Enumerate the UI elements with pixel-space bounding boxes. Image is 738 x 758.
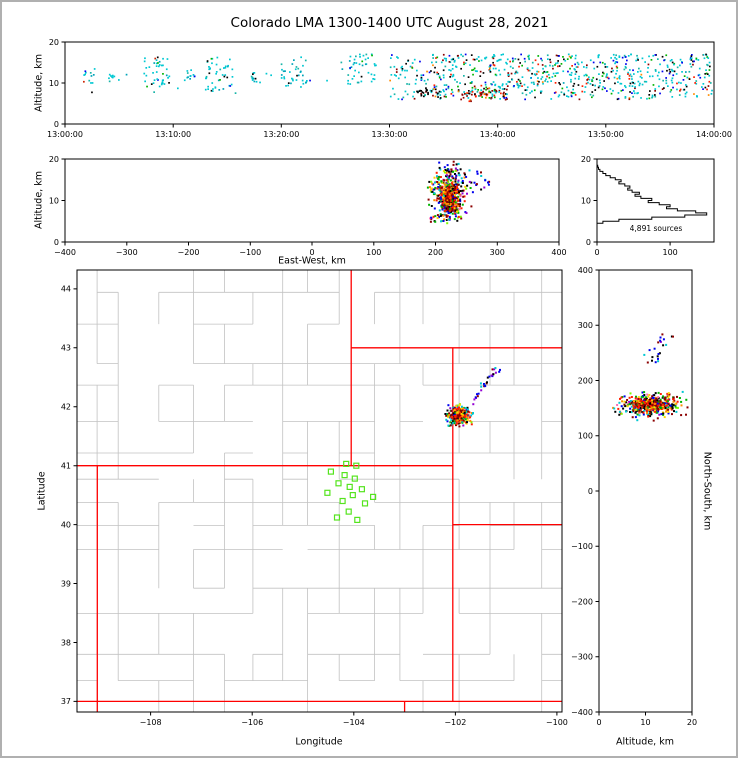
svg-text:10: 10: [581, 196, 591, 205]
svg-text:38: 38: [61, 638, 71, 647]
svg-text:13:10:00: 13:10:00: [155, 130, 191, 139]
svg-text:40: 40: [61, 520, 71, 529]
svg-text:13:30:00: 13:30:00: [372, 130, 408, 139]
time-panel-ylabel: Altitude, km: [33, 54, 45, 112]
svg-text:200: 200: [428, 248, 443, 257]
svg-text:−104: −104: [343, 718, 365, 727]
svg-text:0: 0: [594, 248, 599, 257]
panel-map: −108 −106 −104 −102 −100 37 38 39 40 41 42 43 44: [61, 269, 568, 727]
svg-text:400: 400: [578, 266, 593, 275]
svg-text:20: 20: [581, 155, 591, 164]
lma-station-markers: [324, 460, 377, 524]
svg-text:−108: −108: [140, 718, 162, 727]
figure-title: Colorado LMA 1300-1400 UTC August 28, 20…: [230, 15, 549, 31]
svg-text:13:40:00: 13:40:00: [480, 130, 516, 139]
ns-panel-ylabel: North-South, km: [701, 451, 713, 531]
svg-text:0: 0: [54, 238, 59, 247]
svg-text:41: 41: [61, 461, 71, 470]
ew-panel-ylabel: Altitude, km: [33, 171, 45, 229]
panel-ns_height: 0 10 20 400 300 200 100 0 −100 −200 −300 −400: [571, 266, 697, 727]
county-borders: [77, 270, 562, 712]
svg-text:−300: −300: [571, 653, 593, 662]
ns-panel-xlabel: Altitude, km: [616, 736, 674, 748]
svg-text:0: 0: [588, 487, 593, 496]
svg-text:100: 100: [578, 432, 593, 441]
svg-text:−400: −400: [571, 708, 593, 717]
svg-text:10: 10: [49, 79, 59, 88]
svg-text:14:00:00: 14:00:00: [696, 130, 732, 139]
svg-text:400: 400: [551, 248, 566, 257]
svg-text:13:00:00: 13:00:00: [47, 130, 83, 139]
svg-text:−100: −100: [239, 248, 261, 257]
ew-panel-xlabel: East-West, km: [278, 255, 346, 267]
svg-text:20: 20: [687, 718, 697, 727]
svg-text:43: 43: [61, 344, 71, 353]
svg-text:10: 10: [49, 196, 59, 205]
svg-text:44: 44: [61, 285, 71, 294]
svg-text:39: 39: [61, 579, 71, 588]
svg-text:−102: −102: [444, 718, 466, 727]
svg-text:300: 300: [578, 321, 593, 330]
svg-text:0: 0: [586, 238, 591, 247]
svg-text:20: 20: [49, 38, 59, 47]
svg-text:100: 100: [662, 248, 677, 257]
svg-text:100: 100: [366, 248, 381, 257]
state-borders: [77, 270, 562, 712]
svg-text:0: 0: [54, 120, 59, 129]
svg-text:0: 0: [309, 248, 314, 257]
svg-text:−300: −300: [116, 248, 138, 257]
svg-text:−400: −400: [54, 248, 76, 257]
svg-text:300: 300: [490, 248, 505, 257]
map-ylabel: Latitude: [36, 471, 48, 511]
svg-text:200: 200: [578, 376, 593, 385]
svg-text:37: 37: [61, 697, 71, 706]
svg-text:13:20:00: 13:20:00: [263, 130, 299, 139]
svg-text:10: 10: [640, 718, 650, 727]
svg-text:−106: −106: [241, 718, 263, 727]
panel-time_height: 13:00:00 13:10:00 13:20:00 13:30:00 13:40:00…: [47, 38, 732, 139]
sources-count-label: 4,891 sources: [629, 224, 683, 233]
svg-text:−200: −200: [178, 248, 200, 257]
panel-altitude-histogram: 0 100 0 10 20: [581, 155, 715, 257]
map-xlabel: Longitude: [295, 736, 343, 748]
svg-text:−200: −200: [571, 597, 593, 606]
svg-text:20: 20: [49, 155, 59, 164]
panel-ew_height: −400 −300 −200 −100 0 100 200 300 400 0 10 20: [49, 155, 567, 257]
svg-text:−100: −100: [571, 542, 593, 551]
svg-text:42: 42: [61, 403, 71, 412]
svg-text:−100: −100: [546, 718, 568, 727]
svg-text:13:50:00: 13:50:00: [588, 130, 624, 139]
svg-text:0: 0: [596, 718, 601, 727]
